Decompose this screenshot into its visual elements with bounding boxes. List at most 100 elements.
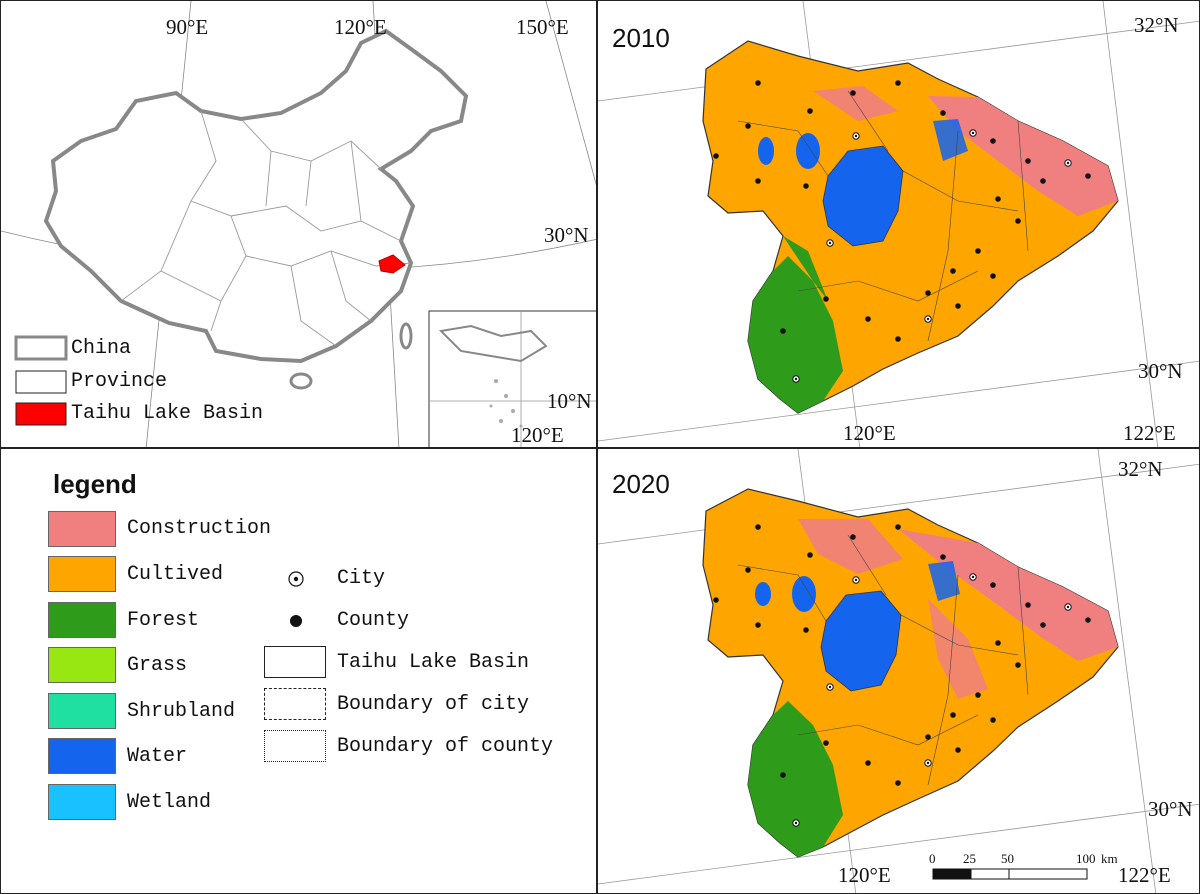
county-marker xyxy=(925,734,931,740)
map-2020-panel: 2020 32°N 30°N 120°E 122°E 0 25 50 100 k… xyxy=(597,448,1200,894)
legend-panel: legend Construction Cultived Forest Gras… xyxy=(0,448,597,894)
city-marker-center xyxy=(926,761,930,765)
county-marker xyxy=(807,552,813,558)
legend-swatch-cultived xyxy=(48,556,116,592)
county-marker xyxy=(955,303,961,309)
land-use-map-2020 xyxy=(598,449,1199,893)
legend-label-shrubland: Shrubland xyxy=(127,700,236,723)
overview-legend-taihu: Taihu Lake Basin xyxy=(71,402,264,425)
county-marker xyxy=(823,296,829,302)
legend-label-water: Water xyxy=(127,745,188,768)
province-legend-swatch xyxy=(15,370,67,394)
lon-label-90: 90°E xyxy=(166,15,209,39)
lon-left-2020: 120°E xyxy=(838,863,891,887)
county-marker xyxy=(803,627,809,633)
city-marker-center xyxy=(854,134,858,138)
city-marker-center xyxy=(1066,161,1070,165)
lon-label-150: 150°E xyxy=(516,15,569,39)
county-marker xyxy=(755,178,761,184)
county-marker xyxy=(990,138,996,144)
county-marker xyxy=(865,316,871,322)
county-marker xyxy=(1015,218,1021,224)
legend-swatch-wetland xyxy=(48,784,116,820)
city-marker-center xyxy=(1066,605,1070,609)
hainan-island xyxy=(289,372,313,390)
legend-box-county-boundary xyxy=(264,730,326,762)
city-marker-center xyxy=(794,821,798,825)
county-marker xyxy=(950,712,956,718)
legend-label-basin: Taihu Lake Basin xyxy=(337,651,530,674)
lat-label-30: 30°N xyxy=(544,223,589,247)
county-marker xyxy=(850,534,856,540)
scale-bar xyxy=(932,868,1088,880)
taihu-lake-2020 xyxy=(820,590,902,692)
county-dot-icon xyxy=(290,615,302,627)
taihu-basin-marker xyxy=(378,254,406,274)
lat-bottom-2020: 30°N xyxy=(1148,797,1193,821)
city-marker-center xyxy=(794,377,798,381)
year-2010-label: 2010 xyxy=(612,23,670,53)
county-marker xyxy=(1025,158,1031,164)
scale-unit: km xyxy=(1101,851,1118,866)
county-marker xyxy=(950,268,956,274)
county-marker xyxy=(925,290,931,296)
legend-label-grass: Grass xyxy=(127,654,188,677)
city-marker-center xyxy=(828,685,832,689)
city-marker-center xyxy=(926,317,930,321)
legend-box-city-boundary xyxy=(264,688,326,720)
county-marker xyxy=(780,772,786,778)
taiwan-island xyxy=(399,322,413,350)
county-marker xyxy=(745,123,751,129)
legend-label-cultived: Cultived xyxy=(127,563,224,586)
overview-map-panel: 90°E 120°E 150°E 30°N 10°N 120°E China P… xyxy=(0,0,597,448)
legend-label-construction: Construction xyxy=(127,517,272,540)
legend-swatch-water xyxy=(48,738,116,774)
legend-swatch-shrubland xyxy=(48,693,116,729)
county-marker xyxy=(1040,622,1046,628)
land-use-map-2010 xyxy=(598,1,1199,447)
legend-label-city-boundary: Boundary of city xyxy=(337,693,530,716)
county-marker xyxy=(1085,617,1091,623)
county-marker xyxy=(807,108,813,114)
county-marker xyxy=(990,582,996,588)
year-2020-label: 2020 xyxy=(612,469,670,499)
county-marker xyxy=(975,692,981,698)
county-marker xyxy=(1085,173,1091,179)
legend-label-forest: Forest xyxy=(127,609,200,632)
lon-right-2010: 122°E xyxy=(1123,421,1176,445)
legend-swatch-grass xyxy=(48,647,116,683)
inset-lon-label: 120°E xyxy=(511,423,564,447)
county-marker xyxy=(755,524,761,530)
county-marker xyxy=(1015,662,1021,668)
overview-legend-province: Province xyxy=(71,370,168,393)
county-marker xyxy=(850,90,856,96)
county-marker xyxy=(803,183,809,189)
county-marker xyxy=(975,248,981,254)
china-outline xyxy=(43,28,469,364)
county-marker xyxy=(995,196,1001,202)
county-marker xyxy=(895,524,901,530)
lat-top-2010: 32°N xyxy=(1134,13,1179,37)
lon-label-120: 120°E xyxy=(334,15,387,39)
county-marker xyxy=(755,622,761,628)
legend-label-county-boundary: Boundary of county xyxy=(337,735,554,758)
scale-tick-25: 25 xyxy=(963,851,976,866)
county-marker xyxy=(713,597,719,603)
taihu-lake-2010 xyxy=(822,145,904,247)
legend-box-basin xyxy=(264,646,326,678)
legend-label-wetland: Wetland xyxy=(127,791,212,814)
county-marker xyxy=(940,554,946,560)
scale-tick-50: 50 xyxy=(1001,851,1014,866)
lat-bottom-2010: 30°N xyxy=(1138,359,1183,383)
county-marker xyxy=(865,760,871,766)
city-marker-center xyxy=(971,575,975,579)
legend-swatch-construction xyxy=(48,511,116,547)
county-marker xyxy=(995,640,1001,646)
city-marker-center xyxy=(971,131,975,135)
county-marker xyxy=(895,80,901,86)
map-2010-panel: 2010 32°N 30°N 120°E 122°E xyxy=(597,0,1200,448)
county-marker xyxy=(780,328,786,334)
city-marker-center xyxy=(854,578,858,582)
county-marker xyxy=(755,80,761,86)
county-marker xyxy=(713,153,719,159)
